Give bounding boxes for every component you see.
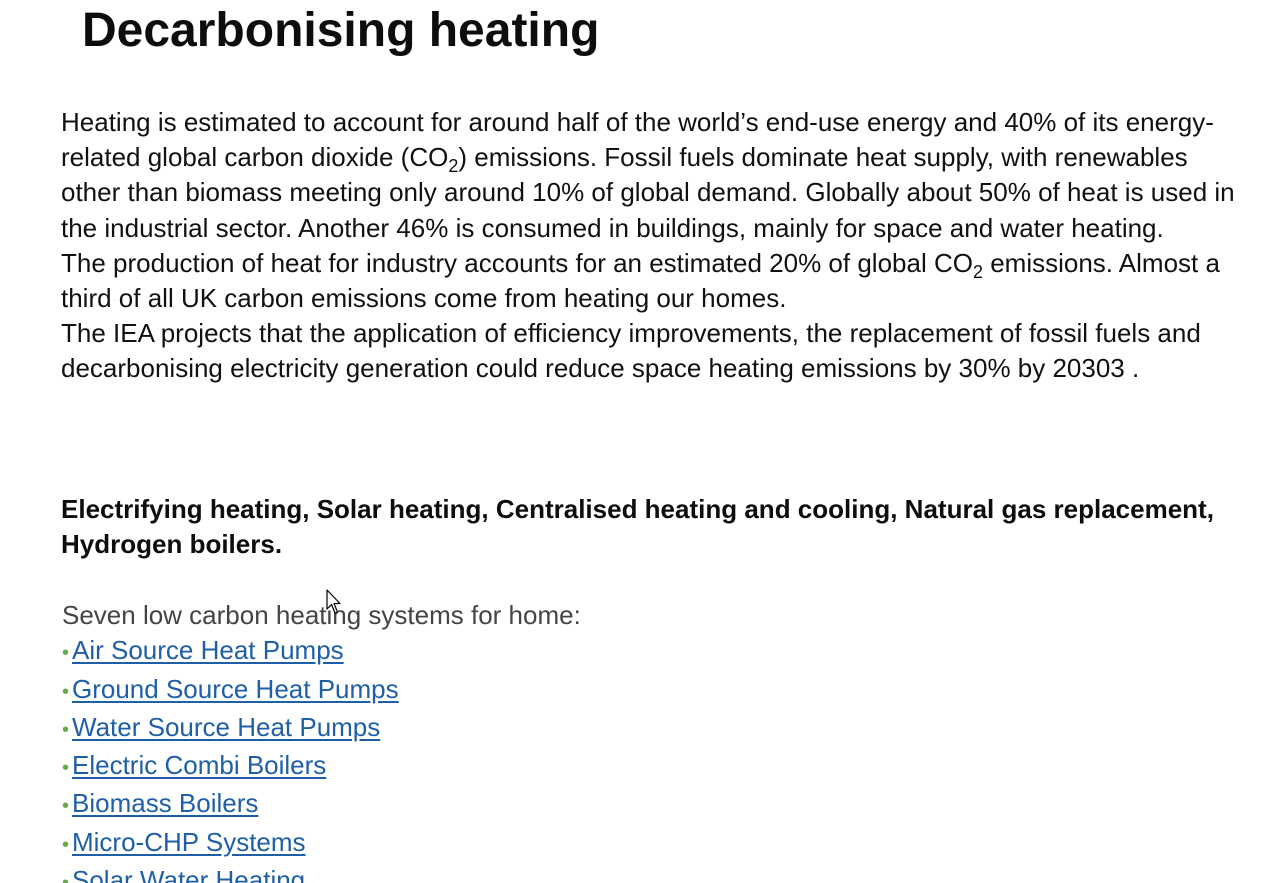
bullet-icon: • [62, 680, 70, 703]
list-item: •Solar Water Heating [62, 863, 581, 883]
heating-approaches: Electrifying heating, Solar heating, Cen… [61, 494, 1214, 559]
list-item: • Ground Source Heat Pumps [62, 672, 581, 710]
bullet-icon: • [62, 866, 72, 883]
systems-list: • Air Source Heat Pumps • Ground Source He… [62, 633, 581, 883]
link-ground-source-heat-pumps[interactable]: Ground Source Heat Pumps [72, 673, 399, 704]
link-air-source-heat-pumps[interactable]: Air Source Heat Pumps [72, 635, 344, 666]
heating-systems-section: Seven low carbon heating systems for hom… [62, 598, 581, 883]
link-biomass-boilers[interactable]: Biomass Boilers [72, 788, 259, 819]
systems-intro: Seven low carbon heating systems for hom… [62, 600, 581, 630]
list-item: • Air Source Heat Pumps [62, 633, 581, 671]
bullet-icon: • [62, 833, 70, 856]
list-item: • Electric Combi Boilers [62, 748, 581, 786]
mouse-pointer-icon [326, 589, 341, 614]
list-item: • Micro-CHP Systems [62, 825, 581, 863]
page-title: Decarbonising heating [82, 4, 600, 57]
link-micro-chp-systems[interactable]: Micro-CHP Systems [72, 826, 306, 857]
bullet-icon: • [62, 642, 70, 665]
intro-paragraph-3: The IEA projects that the application of… [61, 318, 1201, 384]
bullet-icon: • [62, 795, 70, 818]
intro-paragraph-2: The production of heat for industry acco… [61, 247, 1220, 314]
intro-paragraph-1: Heating is estimated to account for arou… [61, 107, 1235, 243]
list-item: • Water Source Heat Pumps [62, 710, 581, 748]
bullet-icon: • [62, 718, 70, 741]
link-electric-combi-boilers[interactable]: Electric Combi Boilers [72, 750, 327, 781]
link-water-source-heat-pumps[interactable]: Water Source Heat Pumps [72, 711, 381, 742]
list-item: • Biomass Boilers [62, 786, 581, 824]
link-solar-water-heating[interactable]: Solar Water Heating [72, 865, 306, 883]
bullet-icon: • [62, 757, 70, 780]
intro-text: Heating is estimated to account for arou… [61, 105, 1241, 387]
